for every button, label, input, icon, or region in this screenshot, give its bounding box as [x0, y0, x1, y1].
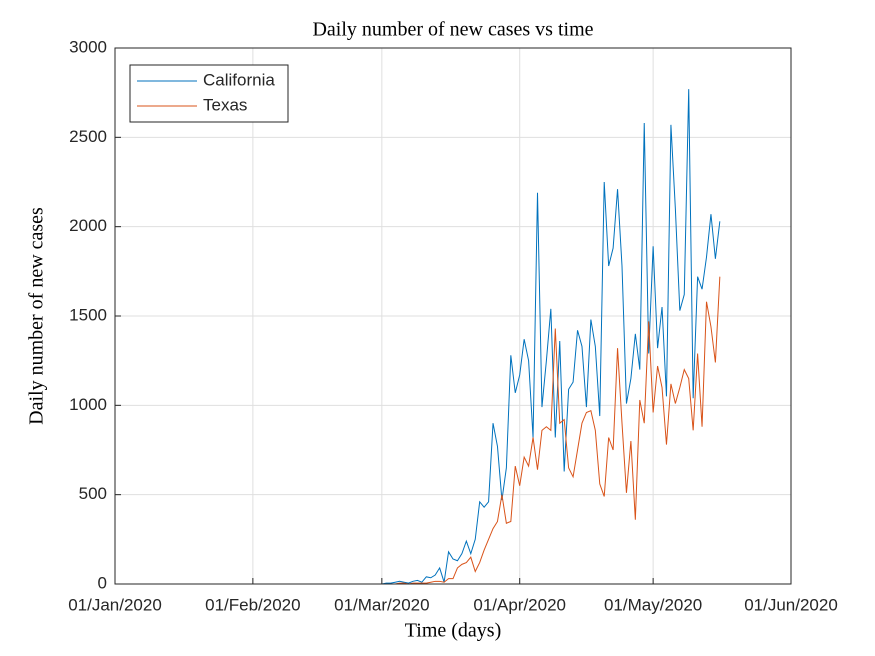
legend-label: California: [203, 70, 275, 89]
x-tick-label: 01/Mar/2020: [334, 595, 429, 614]
chart-title: Daily number of new cases vs time: [312, 19, 593, 41]
legend-label: Texas: [203, 95, 247, 114]
y-tick-label: 500: [79, 484, 107, 503]
x-tick-label: 01/Feb/2020: [205, 595, 300, 614]
x-tick-label: 01/May/2020: [604, 595, 702, 614]
y-tick-label: 2500: [69, 127, 107, 146]
y-tick-label: 1500: [69, 305, 107, 324]
y-tick-label: 1000: [69, 395, 107, 414]
y-axis-label: Daily number of new cases: [26, 207, 48, 425]
y-tick-label: 2000: [69, 216, 107, 235]
y-tick-label: 0: [98, 573, 107, 592]
y-tick-label: 3000: [69, 37, 107, 56]
axes-box: [114, 47, 792, 585]
x-tick-label: 01/Apr/2020: [473, 595, 566, 614]
x-tick-label: 01/Jan/2020: [68, 595, 162, 614]
legend-box: [129, 64, 289, 123]
x-tick-label: 01/Jun/2020: [744, 595, 838, 614]
x-axis-label: Time (days): [405, 620, 501, 642]
